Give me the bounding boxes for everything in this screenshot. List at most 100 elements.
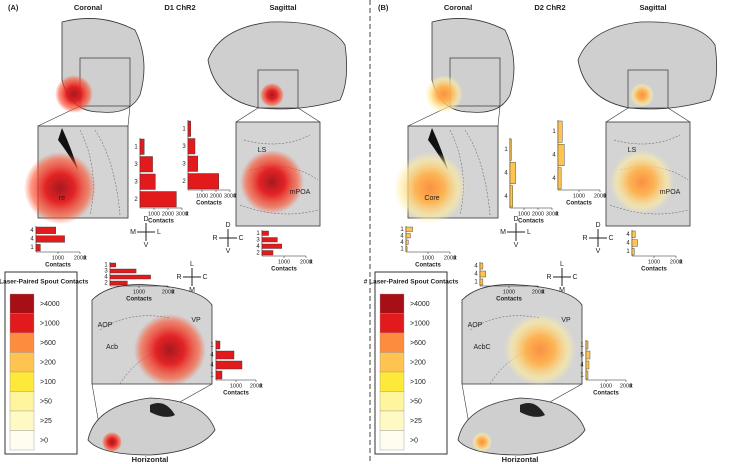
tick-label: 1000 (230, 383, 242, 389)
legend-label: >600 (410, 340, 426, 347)
legend-label: >50 (410, 398, 422, 405)
bar-count-label: 3 (256, 237, 260, 243)
bar-count-label: 4 (580, 363, 584, 369)
view-title: Sagittal (639, 3, 666, 12)
histogram-bar (405, 233, 411, 239)
histogram-bar (479, 278, 484, 286)
bar-count-label: 1 (182, 126, 186, 132)
tick-label: 3000 (546, 211, 558, 217)
bar-count-label: 4 (626, 232, 630, 238)
histogram-bar (585, 350, 591, 360)
bar-count-label: 1 (210, 343, 214, 349)
compass-label: M (500, 229, 506, 236)
bar-count-label: 2 (256, 250, 260, 256)
legend-label: >4000 (40, 301, 60, 308)
activation-blob (472, 432, 492, 452)
bar-count-label: 4 (210, 353, 214, 359)
compass-label: L (157, 229, 161, 236)
bar-count-label: 3 (134, 162, 138, 168)
axis-label: Contacts (518, 219, 544, 225)
region-label: AOP (98, 322, 113, 329)
panel-title: D2 ChR2 (534, 3, 565, 12)
histogram-bar (509, 185, 513, 208)
tick-label: 1000 (52, 255, 64, 261)
histogram-bar (585, 340, 589, 350)
activation-blob (425, 75, 463, 113)
compass-label: R (176, 274, 181, 281)
compass-label: D (225, 222, 230, 229)
panel-title: D1 ChR2 (164, 3, 195, 12)
bar-count-label: 1 (134, 144, 138, 150)
legend-swatch (379, 371, 405, 392)
bar-count-label: 3 (182, 144, 186, 150)
compass-label: L (527, 229, 531, 236)
legend-swatch (379, 332, 405, 353)
legend-label: >0 (410, 437, 418, 444)
bar-count-label: 4 (400, 240, 404, 246)
axis-label: Contacts (223, 391, 249, 397)
histogram-bar (261, 230, 269, 236)
compass-label: R (212, 235, 217, 242)
axis-label: Contacts (593, 391, 619, 397)
tick-label: 1000 (518, 211, 530, 217)
legend-swatch (9, 410, 35, 431)
legend-swatch (9, 371, 35, 392)
zoom-line (605, 107, 691, 123)
tick-label: 2000 (444, 255, 456, 261)
compass-label: V (596, 248, 601, 255)
legend-label: >1000 (40, 320, 60, 327)
legend-swatch (379, 410, 405, 431)
bar-count-label: 1 (626, 249, 630, 255)
activation-blob (504, 314, 576, 386)
tick-label: 1000 (133, 289, 145, 295)
bar-count-label: 2 (134, 197, 138, 203)
region-label: mPOA (660, 189, 681, 196)
region-label: VP (191, 317, 201, 324)
bar-count-label: 3 (134, 179, 138, 185)
region-label: AcbC (473, 344, 490, 351)
axis-label: Contacts (641, 267, 667, 273)
compass (553, 268, 571, 286)
bar-count-label: 4 (504, 171, 508, 177)
region-label: Core (424, 195, 439, 202)
cerebellum (150, 402, 175, 417)
activation-blob (630, 83, 654, 107)
histogram-bar (215, 360, 243, 370)
mean-symbol: x̄ (679, 260, 683, 266)
histogram-bar (215, 350, 235, 360)
histogram-bar (109, 262, 116, 268)
tick-label: 1000 (503, 289, 515, 295)
bar-count-label: 4 (474, 272, 478, 278)
inset-box (627, 69, 669, 109)
legend-label: >200 (40, 359, 56, 366)
tick-label: 2000 (670, 259, 682, 265)
activation-blob (102, 432, 122, 452)
mean-symbol: x̄ (233, 194, 237, 200)
inset-box (257, 69, 299, 109)
axis-label: Contacts (271, 267, 297, 273)
compass-label: C (202, 274, 207, 281)
mean-symbol: x̄ (185, 212, 189, 218)
legend-label: >200 (410, 359, 426, 366)
view-title: Sagittal (269, 3, 296, 12)
bar-count-label: 1 (256, 231, 260, 237)
legend-swatch (9, 430, 35, 451)
tick-label: 2000 (162, 289, 174, 295)
histogram-bar (139, 138, 145, 155)
activation-blob (240, 150, 304, 214)
bar-count-label: 1 (30, 245, 34, 251)
tick-label: 2000 (74, 255, 86, 261)
legend-swatch (9, 313, 35, 334)
bar-count-label: 4 (30, 237, 34, 243)
tick-label: 1000 (573, 193, 585, 199)
tick-label: 2000 (532, 289, 544, 295)
legend-title: # Laser-Paired Spout Contacts (364, 279, 459, 286)
mean-symbol: x̄ (629, 384, 633, 390)
legend-swatch (379, 313, 405, 334)
tick-label: 2000 (250, 383, 262, 389)
tick-label: 2000 (594, 193, 606, 199)
mean-symbol: x̄ (171, 290, 175, 296)
bar-count-label: 3 (104, 269, 108, 275)
region-label: AOP (468, 322, 483, 329)
legend-label: >100 (40, 379, 56, 386)
